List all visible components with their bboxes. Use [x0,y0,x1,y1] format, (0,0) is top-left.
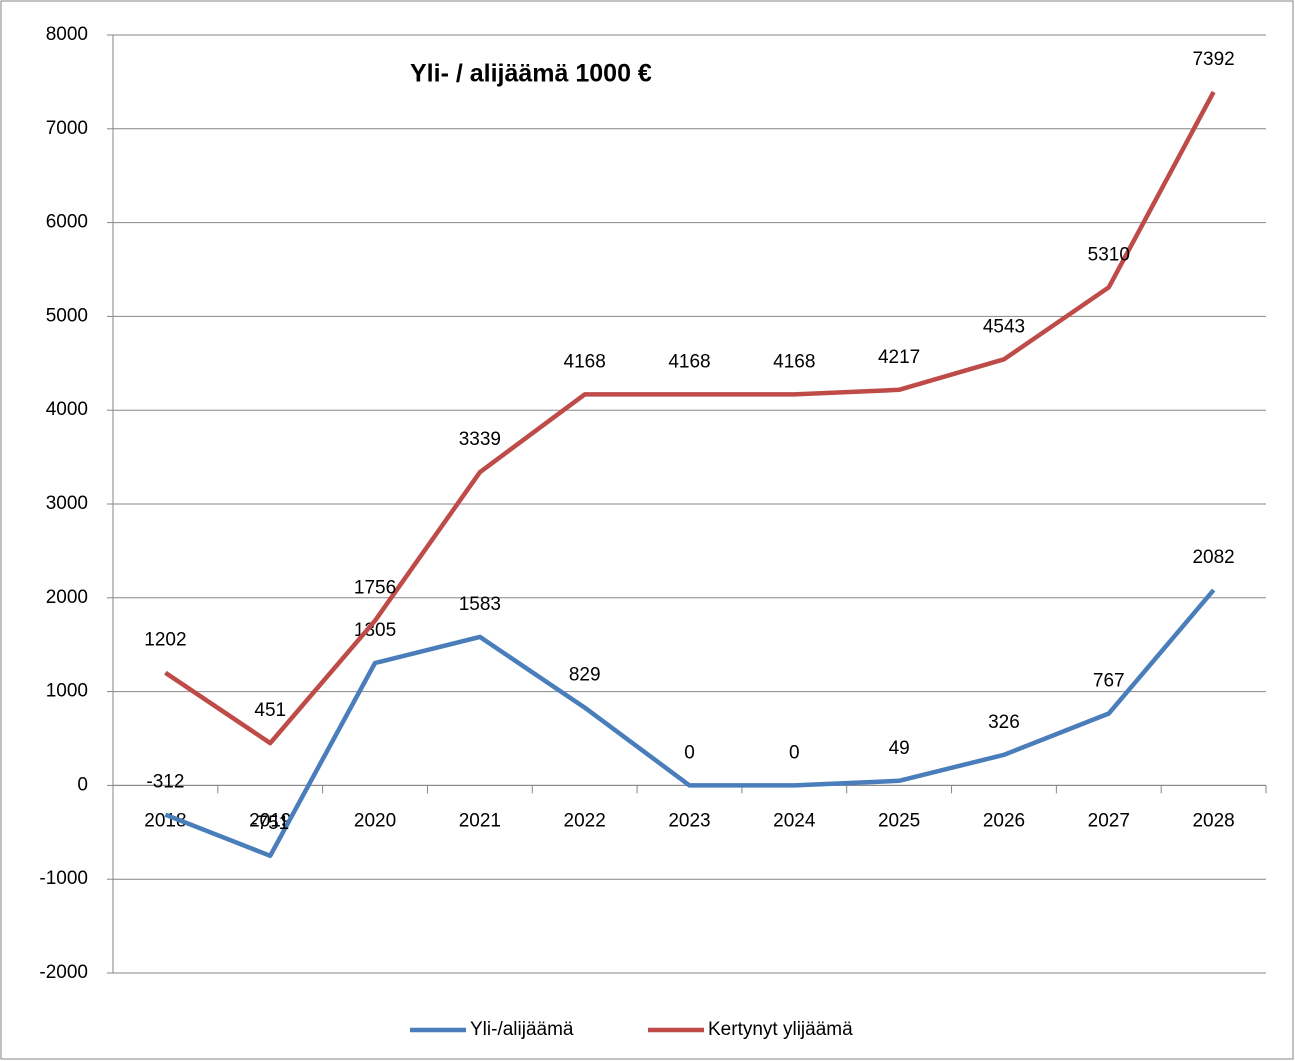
data-label: 49 [889,738,910,759]
data-label: 5310 [1088,244,1130,265]
y-tick-label: 4000 [46,399,88,420]
series-line [164,90,1216,746]
x-tick-label: 2023 [668,810,710,831]
y-tick-label: 0 [77,774,88,795]
data-label: 451 [254,700,286,721]
data-label: 0 [684,742,695,763]
x-tick-label: 2026 [983,810,1025,831]
x-tick-label: 2027 [1088,810,1130,831]
data-label: 4543 [983,316,1025,337]
y-tick-label: 1000 [46,681,88,702]
x-tick-label: 2021 [459,810,501,831]
x-tick-label: 2018 [144,810,186,831]
data-label: -751 [251,813,289,834]
data-label: 326 [988,712,1020,733]
data-label: 4168 [564,351,606,372]
series-line [164,588,1216,859]
y-tick-label: 7000 [46,118,88,139]
data-label: 3339 [459,429,501,450]
data-label: 1202 [144,630,186,651]
y-tick-label: 3000 [46,493,88,514]
data-label: 4217 [878,347,920,368]
y-tick-label: 2000 [46,587,88,608]
x-tick-label: 2024 [773,810,816,831]
chart-title: Yli- / alijäämä 1000 € [410,60,652,88]
y-tick-label: 8000 [46,24,88,45]
x-tick-label: 2025 [878,810,920,831]
y-tick-label: 5000 [46,305,88,326]
data-label: 1583 [459,594,501,615]
legend-label: Kertynyt ylijäämä [708,1019,853,1040]
x-tick-label: 2028 [1192,810,1234,831]
data-label: 4168 [668,351,710,372]
data-label: 767 [1093,670,1125,691]
x-tick-label: 2019 [249,810,291,831]
data-label: 0 [789,742,800,763]
x-tick-label: 2022 [564,810,606,831]
data-label: 2082 [1192,547,1234,568]
data-label: 1756 [354,578,396,599]
data-label: 4168 [773,351,815,372]
y-tick-label: -1000 [39,868,88,889]
x-tick-label: 2020 [354,810,396,831]
y-tick-label: 6000 [46,212,88,233]
data-label: 7392 [1192,49,1234,70]
data-label: -312 [146,772,184,793]
y-tick-label: -2000 [39,962,88,983]
data-label: 829 [569,665,601,686]
legend-label: Yli-/alijäämä [470,1019,574,1040]
